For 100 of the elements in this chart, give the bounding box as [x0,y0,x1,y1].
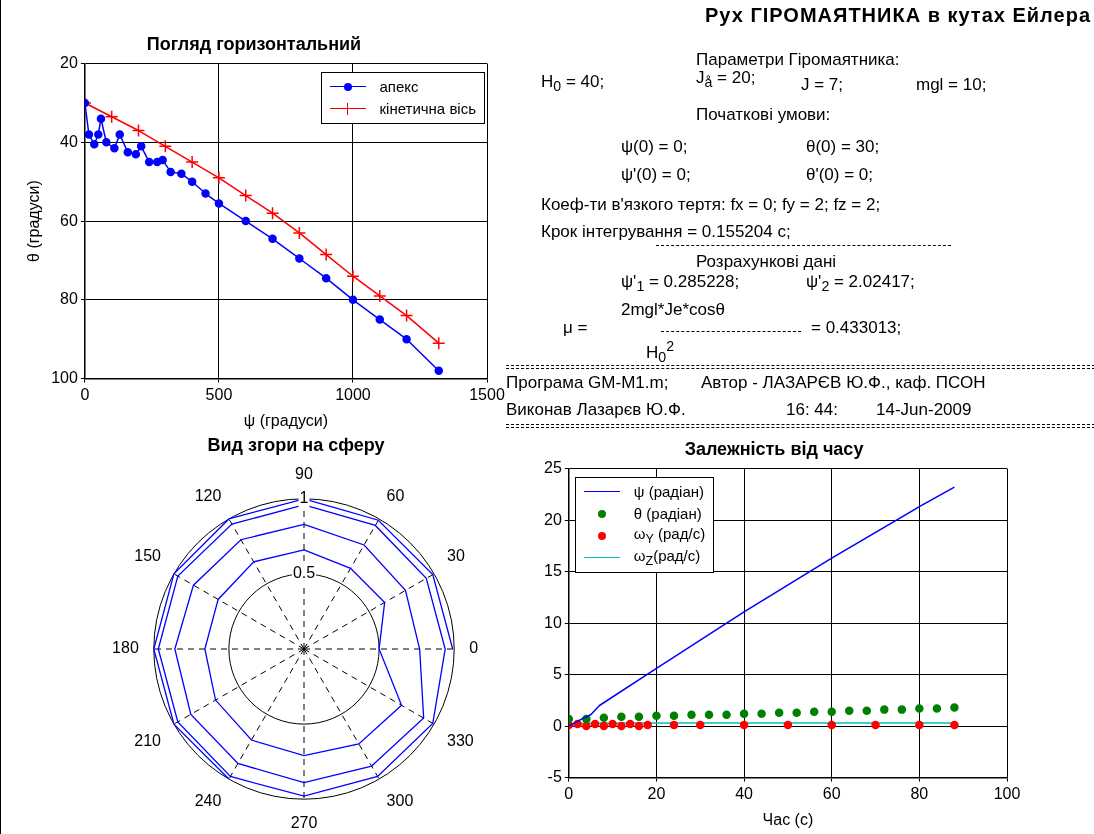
point [739,709,749,718]
point [265,206,280,220]
point [131,149,141,159]
y-tick-label: 0.5 [292,564,316,582]
point [104,110,119,124]
point [687,710,696,720]
point [643,720,652,730]
spoke-label: 210 [134,731,162,749]
point [102,138,111,147]
point [871,720,880,730]
point [915,720,924,730]
point [669,711,679,721]
legend-label: ω$_{Y}$ (рад/с) [633,525,706,547]
text: ψ'$_{1}$ = 0.285228; [621,272,740,295]
text: = 0.433013; [811,318,902,338]
x-tick-label: 40 [735,784,754,802]
point [599,713,609,723]
y-axis-title: θ (градуси) [25,180,43,262]
spoke-label: 120 [194,486,222,504]
x-tick-label: 0 [80,385,90,403]
point [346,269,360,283]
point [590,719,600,729]
text: Крок інтегрування = 0.155204 с; [541,222,791,242]
text: J$_{å}$ = 20; [696,68,756,91]
point [212,171,226,185]
text: Програма GM-M1.m; [506,373,669,393]
text: θ(0) = 30; [806,137,880,157]
point [862,706,872,715]
point [617,721,626,731]
spoke-label: 150 [134,547,162,565]
point [399,308,414,323]
point [84,130,94,139]
point [166,167,175,177]
point [950,720,959,730]
point [897,705,907,714]
spoke-label: 240 [194,792,222,810]
spoke-label: 270 [290,814,318,832]
point [434,366,443,375]
point [115,130,124,139]
point [696,720,705,730]
spoke-label: 180 [112,639,139,657]
text: Параметри Гіромаятника: [696,50,900,70]
point [158,155,167,165]
spoke-label: 60 [386,486,405,504]
y-tick-label: 0 [552,716,562,734]
point [136,142,146,151]
point [783,720,793,730]
chart-title: Вид згори на сферу [207,434,385,455]
point [652,711,661,721]
x-tick-label: 100 [993,784,1021,802]
point [110,144,119,153]
point [96,114,106,123]
text: Розрахункові дані [696,252,837,272]
x-tick-label: 60 [822,784,841,802]
point [375,315,385,324]
legend-label: ω$_{Z}$(рад/с) [633,547,701,569]
point [932,704,942,713]
point [880,705,889,714]
point [177,169,186,179]
point [321,273,331,283]
y-tick-label: -5 [547,768,562,786]
text: Рух ГІРОМАЯТНИКА в кутах Ейлера [705,4,1091,27]
point [827,720,836,730]
x-tick-label: 80 [910,784,929,802]
point [292,226,307,240]
point [582,721,591,731]
point [432,336,446,350]
point [634,712,644,722]
point [704,710,714,720]
point [739,720,749,730]
point [158,139,173,154]
point [94,130,103,139]
text: Автор - ЛАЗАРЄВ Ю.Ф., каф. ПСОН [701,373,986,393]
point [669,720,679,730]
point [238,188,253,203]
y-tick-label: 100 [51,369,78,387]
point [608,719,617,729]
text: Початкові умови: [696,105,831,125]
point [201,189,210,198]
y-tick-label: 15 [544,562,562,580]
point [809,707,819,716]
x-tick-label: 1500 [469,385,505,403]
point [123,147,133,157]
text: Виконав Лазарєв Ю.Ф. [506,400,686,420]
chart-title: Погляд горизонтальний [146,33,362,54]
text: ψ(0) = 0; [621,137,688,157]
text: 14-Jun-2009 [876,400,972,420]
text: 16: 44: [786,400,838,420]
point [722,710,731,720]
x-tick-label: 20 [647,784,666,802]
text: ψ'(0) = 0; [621,165,691,185]
legend-label: θ (радіан) [633,505,702,523]
point [241,216,250,226]
spoke-label: 330 [447,731,474,749]
spoke-label: 0 [469,639,479,657]
text: θ'(0) = 0; [806,165,874,185]
text: J = 7; [801,75,844,95]
point [319,247,333,262]
chart-title: Залежність від часу [684,438,864,459]
point [348,295,358,305]
